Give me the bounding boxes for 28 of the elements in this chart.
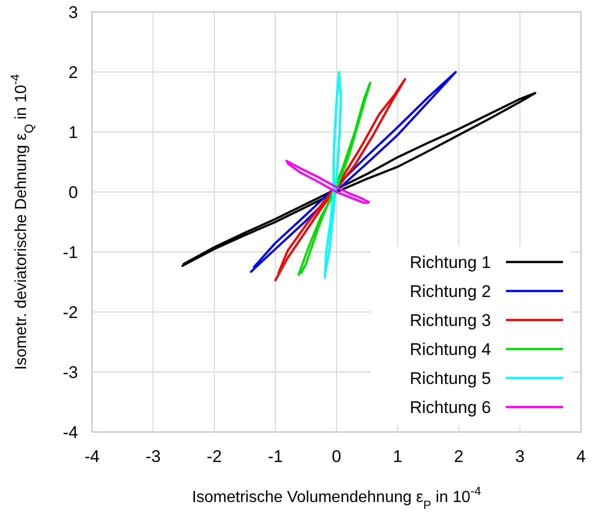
legend-label: Richtung 1 bbox=[410, 253, 491, 272]
y-tick-label: -2 bbox=[62, 303, 78, 322]
x-tick-label: 0 bbox=[332, 447, 342, 466]
x-tick-label: 3 bbox=[515, 447, 525, 466]
legend-label: Richtung 3 bbox=[410, 311, 491, 330]
legend-label: Richtung 5 bbox=[410, 369, 491, 388]
x-tick-label: -4 bbox=[84, 447, 100, 466]
x-tick-label: 4 bbox=[576, 447, 586, 466]
y-tick-label: 1 bbox=[68, 123, 78, 142]
y-tick-label: 0 bbox=[68, 183, 78, 202]
x-axis-title: Isometrische Volumendehnung ε$_{P}$ in 10$^{-4}$ bbox=[192, 484, 482, 512]
x-tick-label: 2 bbox=[454, 447, 464, 466]
x-tick-label: -3 bbox=[146, 447, 161, 466]
y-tick-label: -3 bbox=[62, 363, 78, 382]
legend-label: Richtung 6 bbox=[410, 398, 491, 417]
y-tick-label: 2 bbox=[68, 63, 78, 82]
y-tick-label: -1 bbox=[62, 243, 78, 262]
x-tick-label: 1 bbox=[392, 447, 402, 466]
y-tick-label: 3 bbox=[68, 3, 78, 22]
legend-label: Richtung 2 bbox=[410, 282, 491, 301]
legend-label: Richtung 4 bbox=[410, 340, 491, 359]
line-series bbox=[285, 160, 370, 204]
line-series bbox=[298, 82, 372, 276]
x-tick-label: -1 bbox=[268, 447, 283, 466]
y-tick-label: -4 bbox=[62, 423, 78, 442]
line-series bbox=[274, 78, 406, 282]
line-series bbox=[324, 70, 342, 279]
x-tick-label: -2 bbox=[206, 447, 222, 466]
